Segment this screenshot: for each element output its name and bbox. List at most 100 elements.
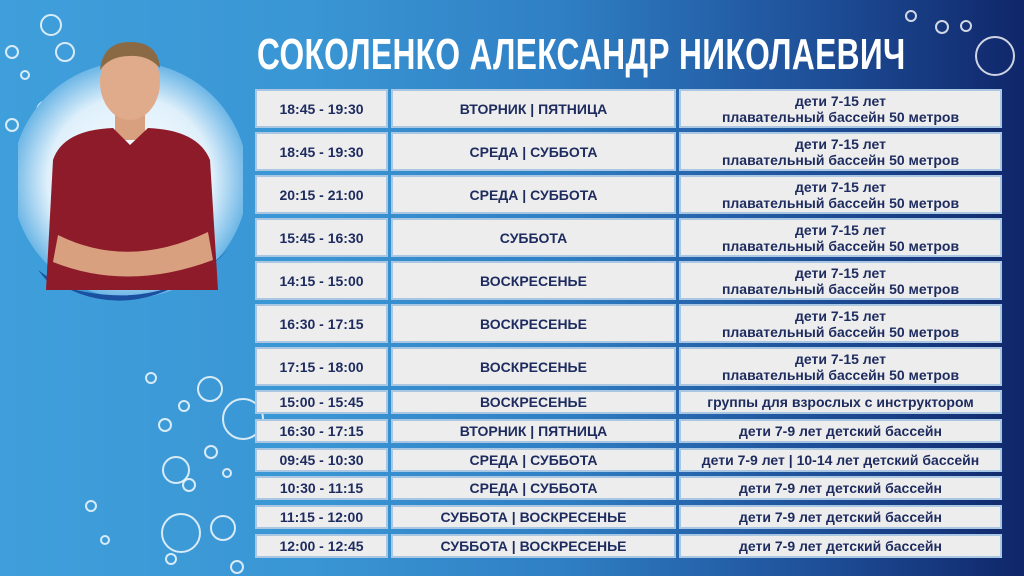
bubble	[162, 456, 190, 484]
days-cell: ВОСКРЕСЕНЬЕ	[391, 304, 676, 343]
cell-text: плавательный бассейн 50 метров	[721, 366, 960, 383]
cell-text: СУББОТА	[499, 229, 568, 246]
cell-text: СРЕДА | СУББОТА	[469, 143, 598, 160]
info-cell: дети 7-15 лет плавательный бассейн 50 мет…	[679, 89, 1002, 128]
bubble	[905, 10, 917, 22]
cell-text: 18:45 - 19:30	[279, 100, 364, 117]
cell-text: дети 7-15 лет	[795, 178, 886, 195]
info-cell: дети 7-15 лет плавательный бассейн 50 мет…	[679, 304, 1002, 343]
cell-text: СРЕДА | СУББОТА	[469, 186, 598, 203]
info-cell: дети 7-15 лет плавательный бассейн 50 мет…	[679, 261, 1002, 300]
cell-text: дети 7-9 лет детский бассейн	[739, 538, 942, 554]
cell-text: ВТОРНИК | ПЯТНИЦА	[459, 100, 608, 117]
time-cell: 20:15 - 21:00	[255, 175, 388, 214]
cell-text: 14:15 - 15:00	[279, 272, 364, 289]
cell-text: дети 7-15 лет	[795, 264, 886, 281]
cell-text: 18:45 - 19:30	[279, 143, 364, 160]
bubble	[158, 418, 172, 432]
bubble	[935, 20, 949, 34]
time-cell: 14:15 - 15:00	[255, 261, 388, 300]
cell-text: плавательный бассейн 50 метров	[721, 237, 960, 254]
info-cell: дети 7-15 лет плавательный бассейн 50 мет…	[679, 347, 1002, 386]
cell-text: 16:30 - 17:15	[279, 315, 364, 332]
cell-text: 15:45 - 16:30	[279, 229, 364, 246]
arms	[53, 232, 213, 277]
cell-text: 17:15 - 18:00	[279, 358, 364, 375]
days-cell: СРЕДА | СУББОТА	[391, 447, 676, 472]
time-cell: 18:45 - 19:30	[255, 132, 388, 171]
bubble	[5, 45, 19, 59]
cell-text: группы для взрослых с инструктором	[707, 394, 974, 410]
cell-text: дети 7-15 лет	[795, 92, 886, 109]
days-cell: ВОСКРЕСЕНЬЕ	[391, 347, 676, 386]
info-cell: дети 7-15 лет плавательный бассейн 50 мет…	[679, 132, 1002, 171]
bubble	[222, 468, 232, 478]
cell-text: дети 7-9 лет детский бассейн	[739, 509, 942, 526]
cell-text: плавательный бассейн 50 метров	[721, 108, 960, 125]
time-cell: 18:45 - 19:30	[255, 89, 388, 128]
bubble	[197, 376, 223, 402]
info-cell: дети 7-9 лет детский бассейн	[679, 418, 1002, 443]
bubble	[40, 14, 62, 36]
bubble	[230, 560, 244, 574]
time-cell: 16:30 - 17:15	[255, 418, 388, 443]
bubble	[85, 500, 97, 512]
cell-text: дети 7-15 лет	[795, 135, 886, 152]
bubble	[182, 478, 196, 492]
days-cell: СУББОТА | ВОСКРЕСЕНЬЕ	[391, 505, 676, 530]
days-cell: ВТОРНИК | ПЯТНИЦА	[391, 418, 676, 443]
cell-text: ВОСКРЕСЕНЬЕ	[480, 272, 587, 289]
info-cell: дети 7-9 лет детский бассейн	[679, 534, 1002, 558]
days-cell: СРЕДА | СУББОТА	[391, 132, 676, 171]
bubble	[204, 445, 218, 459]
cell-text: дети 7-9 лет детский бассейн	[739, 480, 942, 497]
bubble	[161, 513, 201, 553]
cell-text: ВОСКРЕСЕНЬЕ	[480, 358, 587, 375]
days-cell: СУББОТА	[391, 218, 676, 257]
cell-text: дети 7-15 лет	[795, 307, 886, 324]
time-cell: 09:45 - 10:30	[255, 447, 388, 472]
cell-text: 09:45 - 10:30	[279, 451, 364, 468]
cell-text: 10:30 - 11:15	[279, 480, 364, 497]
cell-text: плавательный бассейн 50 метров	[721, 151, 960, 168]
cell-text: дети 7-15 лет	[795, 350, 886, 367]
time-cell: 10:30 - 11:15	[255, 476, 388, 501]
info-cell: дети 7-9 лет детский бассейн	[679, 505, 1002, 530]
bubble	[178, 400, 190, 412]
cell-text: 16:30 - 17:15	[279, 422, 364, 439]
bubble	[100, 535, 110, 545]
cell-text: ВОСКРЕСЕНЬЕ	[480, 315, 587, 332]
cell-text: плавательный бассейн 50 метров	[721, 194, 960, 211]
cell-text: дети 7-9 лет детский бассейн	[739, 422, 942, 439]
info-cell: дети 7-15 лет плавательный бассейн 50 мет…	[679, 218, 1002, 257]
cell-text: плавательный бассейн 50 метров	[721, 323, 960, 340]
head	[100, 44, 160, 120]
cell-text: ВОСКРЕСЕНЬЕ	[480, 394, 587, 410]
cell-text: СРЕДА | СУББОТА	[469, 451, 598, 468]
cell-text: дети 7-15 лет	[795, 221, 886, 238]
cell-text: 15:00 - 15:45	[279, 394, 364, 410]
time-cell: 12:00 - 12:45	[255, 534, 388, 558]
bubble	[210, 515, 236, 541]
info-cell: дети 7-9 лет | 10-14 лет детский бассейн	[679, 447, 1002, 472]
bubble	[20, 70, 30, 80]
bubble	[5, 118, 19, 132]
days-cell: ВТОРНИК | ПЯТНИЦА	[391, 89, 676, 128]
cell-text: дети 7-9 лет | 10-14 лет детский бассейн	[701, 451, 980, 468]
time-cell: 15:45 - 16:30	[255, 218, 388, 257]
bubble	[960, 20, 972, 32]
page-title: СОКОЛЕНКО АЛЕКСАНДР НИКОЛАЕВИЧ	[257, 30, 906, 79]
time-cell: 11:15 - 12:00	[255, 505, 388, 530]
bubble	[145, 372, 157, 384]
cell-text: плавательный бассейн 50 метров	[721, 280, 960, 297]
cell-text: 12:00 - 12:45	[279, 538, 364, 554]
cell-text: СРЕДА | СУББОТА	[469, 480, 598, 497]
cell-text: ВТОРНИК | ПЯТНИЦА	[459, 422, 608, 439]
info-cell: дети 7-9 лет детский бассейн	[679, 476, 1002, 501]
days-cell: ВОСКРЕСЕНЬЕ	[391, 390, 676, 414]
cell-text: 20:15 - 21:00	[279, 186, 364, 203]
bubble	[55, 42, 75, 62]
cell-text: 11:15 - 12:00	[279, 509, 364, 526]
days-cell: СРЕДА | СУББОТА	[391, 476, 676, 501]
cell-text: СУББОТА | ВОСКРЕСЕНЬЕ	[440, 538, 627, 554]
